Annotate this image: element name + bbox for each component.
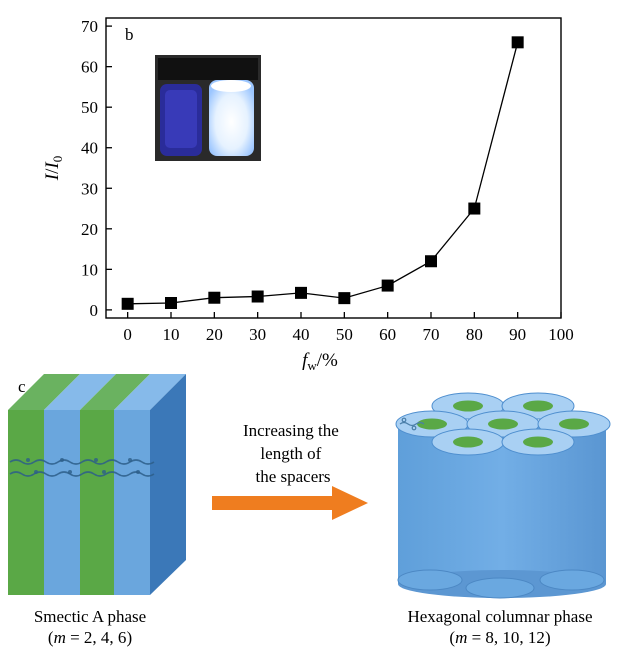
data-point [121, 297, 134, 310]
data-point [251, 290, 264, 303]
intensity-chart: 0 10 20 30 40 50 60 70 0 10 20 30 40 50 60 70 80 90 100 b… [42, 17, 574, 373]
series-line [127, 42, 519, 305]
x-tick-label: 70 [423, 325, 440, 344]
y-axis: 0 10 20 30 40 50 60 70 [81, 17, 112, 320]
y-tick-label: 30 [81, 179, 98, 198]
x-tick-label: 10 [163, 325, 180, 344]
x-axis: 0 10 20 30 40 50 60 70 80 90 100 [123, 312, 574, 344]
series-markers [121, 36, 524, 310]
y-tick-label: 20 [81, 220, 98, 239]
data-point [295, 286, 307, 299]
y-tick-label: 60 [81, 58, 98, 77]
x-tick-label: 100 [548, 325, 574, 344]
y-tick-label: 40 [81, 139, 98, 158]
y-tick-label: 10 [81, 260, 98, 279]
arrow-text: Increasing the length of the spacers [243, 421, 343, 486]
data-point [468, 202, 481, 215]
x-tick-label: 40 [293, 325, 310, 344]
x-tick-label: 30 [249, 325, 266, 344]
phase-scheme: c [8, 374, 611, 647]
plot-frame [105, 17, 562, 319]
x-tick-label: 50 [336, 325, 353, 344]
data-point [338, 292, 351, 305]
y-tick-label: 50 [81, 98, 98, 117]
y-tick-label: 0 [90, 301, 99, 320]
increase-arrow [212, 486, 368, 520]
x-axis-label: fw/% [302, 350, 338, 373]
x-tick-label: 20 [206, 325, 223, 344]
data-point [425, 255, 437, 268]
columnar-bundle [395, 392, 611, 599]
x-tick-label: 0 [123, 325, 132, 344]
y-axis-label: I/I0 [42, 156, 65, 181]
data-point [511, 36, 524, 49]
data-point [381, 279, 394, 292]
inset-vial-photo [155, 55, 261, 161]
y-tick-label: 70 [81, 17, 98, 36]
data-point [208, 291, 221, 304]
smectic-block [8, 374, 186, 595]
data-point [165, 297, 177, 309]
x-tick-label: 60 [379, 325, 396, 344]
x-tick-label: 90 [509, 325, 526, 344]
columnar-params: (m = 8, 10, 12) [449, 628, 550, 647]
panel-label-c: c [18, 377, 26, 396]
panel-label-b: b [125, 25, 134, 44]
smectic-title: Smectic A phase [34, 607, 146, 626]
smectic-params: (m = 2, 4, 6) [48, 628, 132, 647]
x-tick-label: 80 [466, 325, 483, 344]
columnar-title: Hexagonal columnar phase [407, 607, 592, 626]
